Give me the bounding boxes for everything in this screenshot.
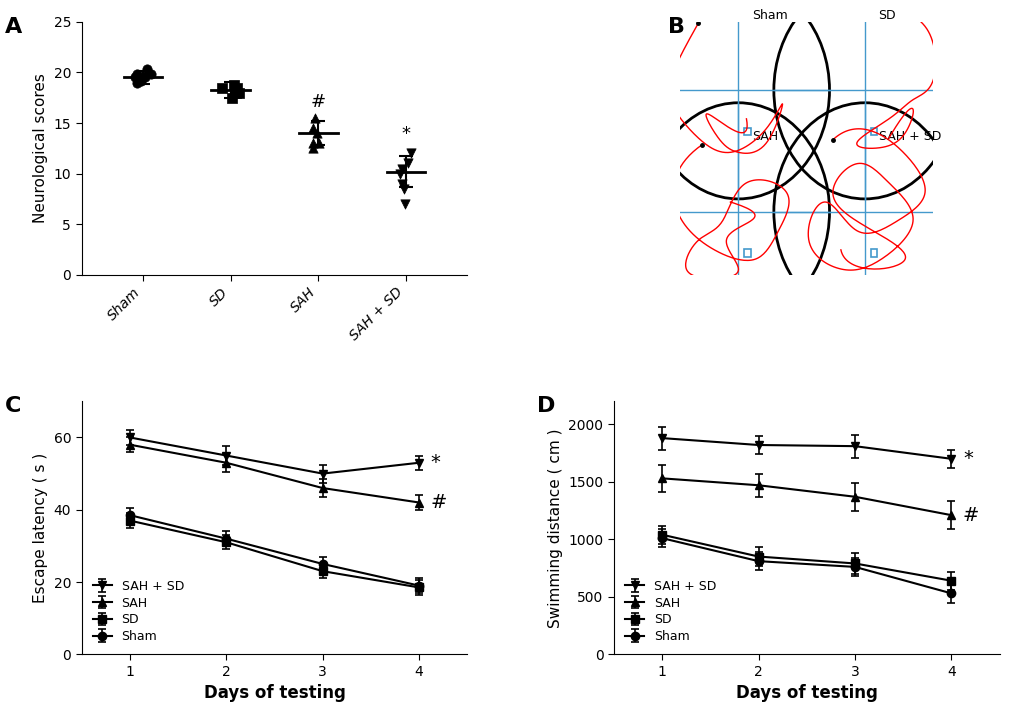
Text: SAH + SD: SAH + SD [877, 130, 941, 143]
Text: #: # [430, 493, 446, 512]
Point [393, 163, 410, 174]
Bar [744, 128, 750, 135]
Text: D: D [536, 396, 554, 417]
Point [139, 63, 155, 75]
Point [391, 168, 408, 180]
Text: *: * [430, 453, 440, 473]
Point [230, 87, 247, 98]
Point [127, 72, 144, 84]
Text: #: # [311, 93, 325, 111]
Text: SD: SD [877, 9, 896, 22]
Bar [870, 249, 876, 257]
Text: *: * [962, 449, 972, 468]
Legend: SAH + SD, SAH, SD, Sham: SAH + SD, SAH, SD, Sham [88, 575, 189, 648]
Y-axis label: Swimming distance ( cm ): Swimming distance ( cm ) [547, 428, 562, 627]
Legend: SAH + SD, SAH, SD, Sham: SAH + SD, SAH, SD, Sham [620, 575, 720, 648]
Point [228, 81, 245, 93]
Y-axis label: Escape latency ( s ): Escape latency ( s ) [33, 453, 48, 603]
Text: SAH: SAH [751, 130, 777, 143]
Point [393, 178, 410, 190]
X-axis label: Days of testing: Days of testing [204, 684, 345, 702]
Point [310, 137, 326, 149]
Text: A: A [4, 17, 21, 37]
Bar [870, 128, 876, 135]
Point [228, 87, 245, 98]
Point [132, 75, 149, 87]
Point [226, 79, 243, 90]
Text: B: B [667, 17, 684, 37]
Point [399, 158, 416, 169]
Point [305, 122, 321, 134]
Bar [744, 249, 750, 257]
Point [137, 72, 153, 84]
Text: *: * [401, 125, 410, 143]
Point [128, 77, 145, 89]
X-axis label: Days of testing: Days of testing [735, 684, 876, 702]
Point [224, 92, 240, 103]
Text: Sham: Sham [751, 9, 787, 22]
Point [395, 183, 412, 195]
Text: C: C [4, 396, 20, 417]
Text: #: # [962, 506, 978, 525]
Point [128, 68, 145, 80]
Point [305, 142, 321, 154]
Point [396, 198, 413, 210]
Point [309, 127, 325, 139]
Point [307, 112, 323, 124]
Point [143, 68, 159, 80]
Point [305, 137, 321, 149]
Y-axis label: Neurological scores: Neurological scores [33, 73, 48, 223]
Point [214, 81, 230, 93]
Point [403, 148, 419, 159]
